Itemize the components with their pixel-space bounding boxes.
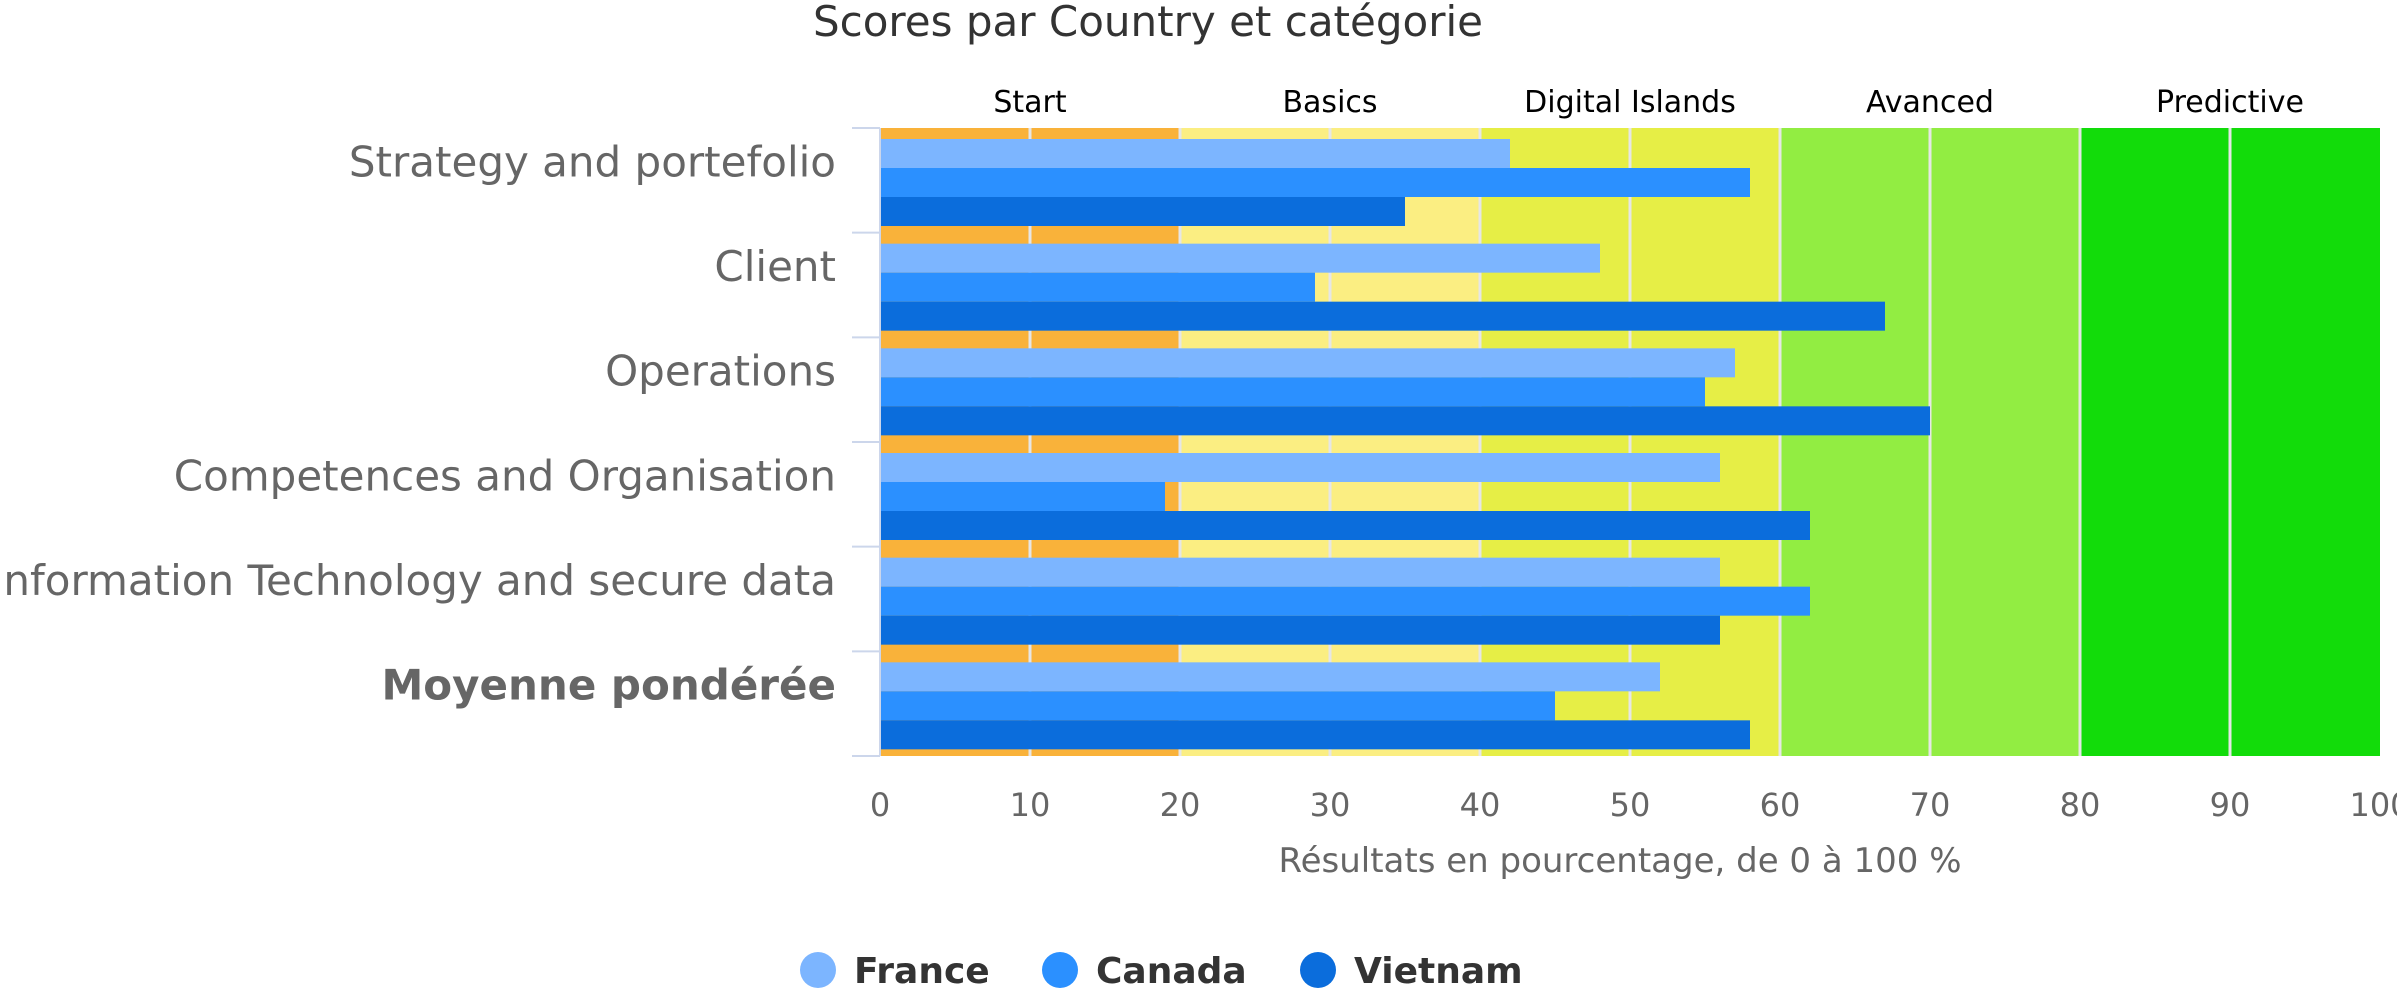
- bar-canada: [880, 691, 1555, 721]
- chart-title: Scores par Country et catégorie: [813, 0, 1483, 46]
- bars: [880, 139, 1930, 750]
- bar-canada: [880, 272, 1315, 302]
- x-tick-label: 90: [2210, 786, 2251, 824]
- category-axis: [852, 127, 881, 757]
- x-tick-label: 10: [1010, 786, 1051, 824]
- legend-item-canada[interactable]: Canada: [1042, 951, 1247, 992]
- bar-vietnam: [880, 197, 1405, 226]
- legend-swatch: [800, 952, 836, 988]
- x-tick-label: 50: [1610, 786, 1651, 824]
- category-label: Competences and Organisation: [174, 451, 836, 500]
- bar-france: [880, 139, 1510, 168]
- legend-swatch: [1300, 952, 1336, 988]
- category-label: Client: [714, 242, 836, 291]
- band-label: Start: [993, 85, 1067, 120]
- legend-item-vietnam[interactable]: Vietnam: [1300, 951, 1523, 992]
- category-labels: Strategy and portefolio Client Operations C…: [0, 137, 836, 709]
- category-label: Operations: [605, 347, 836, 396]
- x-tick-label: 80: [2060, 786, 2101, 824]
- bar-canada: [880, 377, 1705, 407]
- band-label: Basics: [1282, 85, 1377, 120]
- bar-canada: [880, 168, 1750, 197]
- legend-label: France: [854, 951, 990, 992]
- gridlines: [1028, 128, 2232, 756]
- x-tick-label: 30: [1310, 786, 1351, 824]
- bar-france: [880, 662, 1660, 692]
- band-labels: Start Basics Digital Islands Avanced Predict…: [993, 85, 2304, 120]
- x-tick-labels: 0 10 20 30 40 50 60 70 80 90 100: [870, 786, 2397, 824]
- band-label: Predictive: [2156, 85, 2304, 120]
- bar-vietnam: [880, 301, 1885, 331]
- bar-vietnam: [880, 720, 1750, 750]
- legend-swatch: [1042, 952, 1078, 988]
- legend[interactable]: France Canada Vietnam: [800, 951, 1523, 992]
- bar-vietnam: [880, 511, 1810, 540]
- bar-france: [880, 557, 1720, 587]
- x-tick-label: 40: [1460, 786, 1501, 824]
- category-label: Information Technology and secure data: [0, 556, 836, 605]
- bar-france: [880, 243, 1600, 273]
- bar-france: [880, 348, 1735, 378]
- band-label: Digital Islands: [1524, 85, 1736, 120]
- bar-france: [880, 453, 1720, 482]
- x-tick-label: 70: [1910, 786, 1951, 824]
- x-tick-label: 20: [1160, 786, 1201, 824]
- band-label: Avanced: [1866, 85, 1994, 120]
- bar-canada: [880, 586, 1810, 616]
- legend-item-france[interactable]: France: [800, 951, 990, 992]
- x-tick-label: 60: [1760, 786, 1801, 824]
- bar-vietnam: [880, 406, 1930, 436]
- x-tick-label: 100: [2349, 786, 2397, 824]
- legend-label: Vietnam: [1354, 951, 1523, 992]
- x-tick-label: 0: [870, 786, 890, 824]
- x-axis-title: Résultats en pourcentage, de 0 à 100 %: [1278, 841, 1961, 881]
- bar-vietnam: [880, 615, 1720, 645]
- category-label: Moyenne pondérée: [382, 661, 836, 710]
- legend-label: Canada: [1096, 951, 1247, 992]
- category-label: Strategy and portefolio: [349, 137, 836, 186]
- bar-canada: [880, 482, 1165, 511]
